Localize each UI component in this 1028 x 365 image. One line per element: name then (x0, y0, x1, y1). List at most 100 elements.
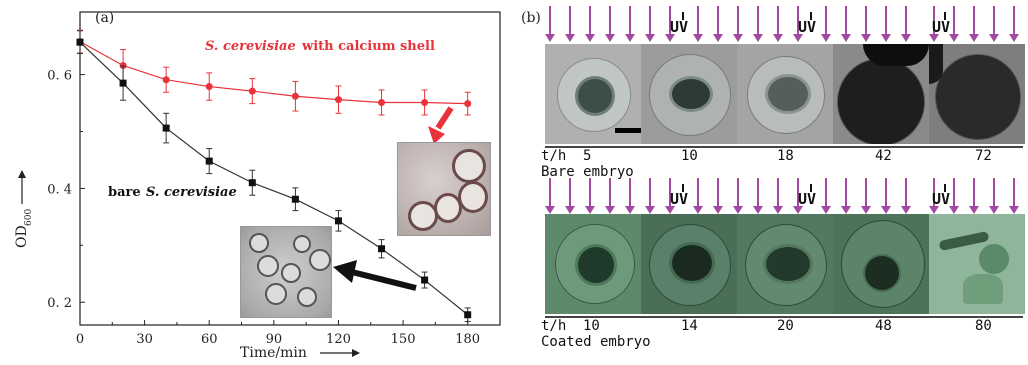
uv-tick (810, 184, 812, 192)
arrow-down-icon (733, 178, 743, 214)
series-layer (76, 29, 472, 323)
arrow-down-icon (901, 178, 911, 214)
arrow-down-icon (773, 6, 783, 42)
uv-tick (682, 12, 684, 20)
arrow-down-icon (969, 178, 979, 214)
arrow-down-icon (585, 178, 595, 214)
x-tick-label: 120 (326, 332, 351, 347)
arrow-down-icon (793, 178, 803, 214)
arrow-down-icon (565, 178, 575, 214)
embryo-frame (737, 214, 833, 314)
time-value: 5 (583, 148, 592, 164)
data-point (334, 217, 342, 225)
data-point (464, 100, 472, 108)
arrow-down-icon (949, 6, 959, 42)
embryo-panel-b: (b) UV UV UV t/h 5 10 18 42 72 Bare embryo UV UV… (515, 0, 1028, 365)
x-tick-label: 180 (455, 332, 480, 347)
data-point (421, 276, 429, 284)
y-tick-label: 0. 4 (47, 182, 72, 197)
uv-tick (944, 12, 946, 20)
yeast-cell (297, 287, 317, 307)
uv-label: UV (798, 18, 817, 36)
data-point (205, 83, 213, 91)
coated-caption: Coated embryo (541, 334, 1025, 352)
time-value: 14 (681, 318, 698, 334)
legend-black-text: bare (108, 185, 141, 200)
time-value: 20 (777, 318, 794, 334)
time-prefix: t/h (541, 148, 567, 164)
arrow-down-icon (733, 6, 743, 42)
y-tick-label: 0. 6 (47, 69, 72, 84)
plot-frame (79, 11, 501, 326)
arrow-down-icon (841, 6, 851, 42)
arrow-down-icon (969, 6, 979, 42)
arrow-down-icon (861, 178, 871, 214)
yeast-cell (458, 181, 488, 213)
arrow-down-icon (821, 6, 831, 42)
arrow-down-icon (881, 178, 891, 214)
arrow-down-icon (881, 6, 891, 42)
data-point (378, 245, 386, 253)
panel-a-label: (a) (95, 10, 114, 26)
uv-tick (682, 184, 684, 192)
coated-time-labels: t/h 10 14 20 48 80 (541, 318, 1025, 336)
data-point (248, 179, 256, 187)
uv-label: UV (932, 190, 951, 208)
embryo-frame (833, 44, 929, 144)
arrow-down-icon (861, 6, 871, 42)
yeast-cell (309, 249, 331, 271)
yeast-cell (293, 235, 311, 253)
data-point (119, 61, 127, 69)
arrow-down-icon (693, 6, 703, 42)
yeast-cell (452, 149, 486, 183)
bare-time-labels: t/h 5 10 18 42 72 (541, 148, 1025, 166)
arrow-down-icon (645, 6, 655, 42)
arrow-down-icon (585, 6, 595, 42)
black-pointer-arrow (333, 260, 417, 291)
y-axis-label-group: OD 600 (14, 170, 34, 248)
x-tick-label: 30 (136, 332, 153, 347)
legend-black-italic: S. cerevisiae (146, 185, 237, 200)
time-value: 80 (975, 318, 992, 334)
arrow-down-icon (645, 178, 655, 214)
arrow-down-icon (753, 178, 763, 214)
arrow-down-icon (901, 6, 911, 42)
yeast-cell (249, 233, 269, 253)
arrow-down-icon (989, 178, 999, 214)
coated-caption-text: Coated embryo (541, 334, 651, 350)
scale-bar (615, 128, 641, 133)
embryo-frame (833, 214, 929, 314)
arrow-down-icon (713, 6, 723, 42)
data-point (119, 79, 127, 87)
legend-red-italic: S. cerevisiae (205, 39, 296, 54)
bare-strip-baseline (545, 146, 1023, 148)
axes-layer: 0 30 60 90 120 150 180 0. 2 0. 4 0. 6 (47, 11, 501, 347)
time-value: 18 (777, 148, 794, 164)
data-point (162, 124, 170, 132)
arrow-down-icon (665, 6, 675, 42)
arrow-down-icon (929, 6, 939, 42)
data-point (248, 87, 256, 95)
arrow-down-icon (793, 6, 803, 42)
legend-red-text: with calcium shell (301, 39, 435, 54)
yeast-cell (265, 283, 287, 305)
yeast-cell (408, 201, 438, 231)
yeast-cell (257, 255, 279, 277)
embryo-frame (641, 44, 737, 144)
bare-embryo-strip (545, 44, 1025, 144)
time-value: 10 (681, 148, 698, 164)
uv-arrow-row-top: UV UV UV (545, 6, 1025, 46)
y-tick-label: 0. 2 (47, 296, 72, 311)
arrow-down-icon (713, 178, 723, 214)
data-point (162, 76, 170, 84)
legend-red: S. cerevisiae with calcium shell (205, 39, 435, 54)
data-point (205, 157, 213, 165)
bare-caption-text: Bare embryo (541, 164, 634, 180)
data-point (378, 98, 386, 106)
arrow-down-icon (545, 178, 555, 214)
arrow-down-icon (545, 6, 555, 42)
arrow-down-icon (1009, 178, 1019, 214)
arrow-down-icon (605, 178, 615, 214)
data-point (421, 98, 429, 106)
uv-arrow-row-bottom: UV UV UV (545, 178, 1025, 218)
